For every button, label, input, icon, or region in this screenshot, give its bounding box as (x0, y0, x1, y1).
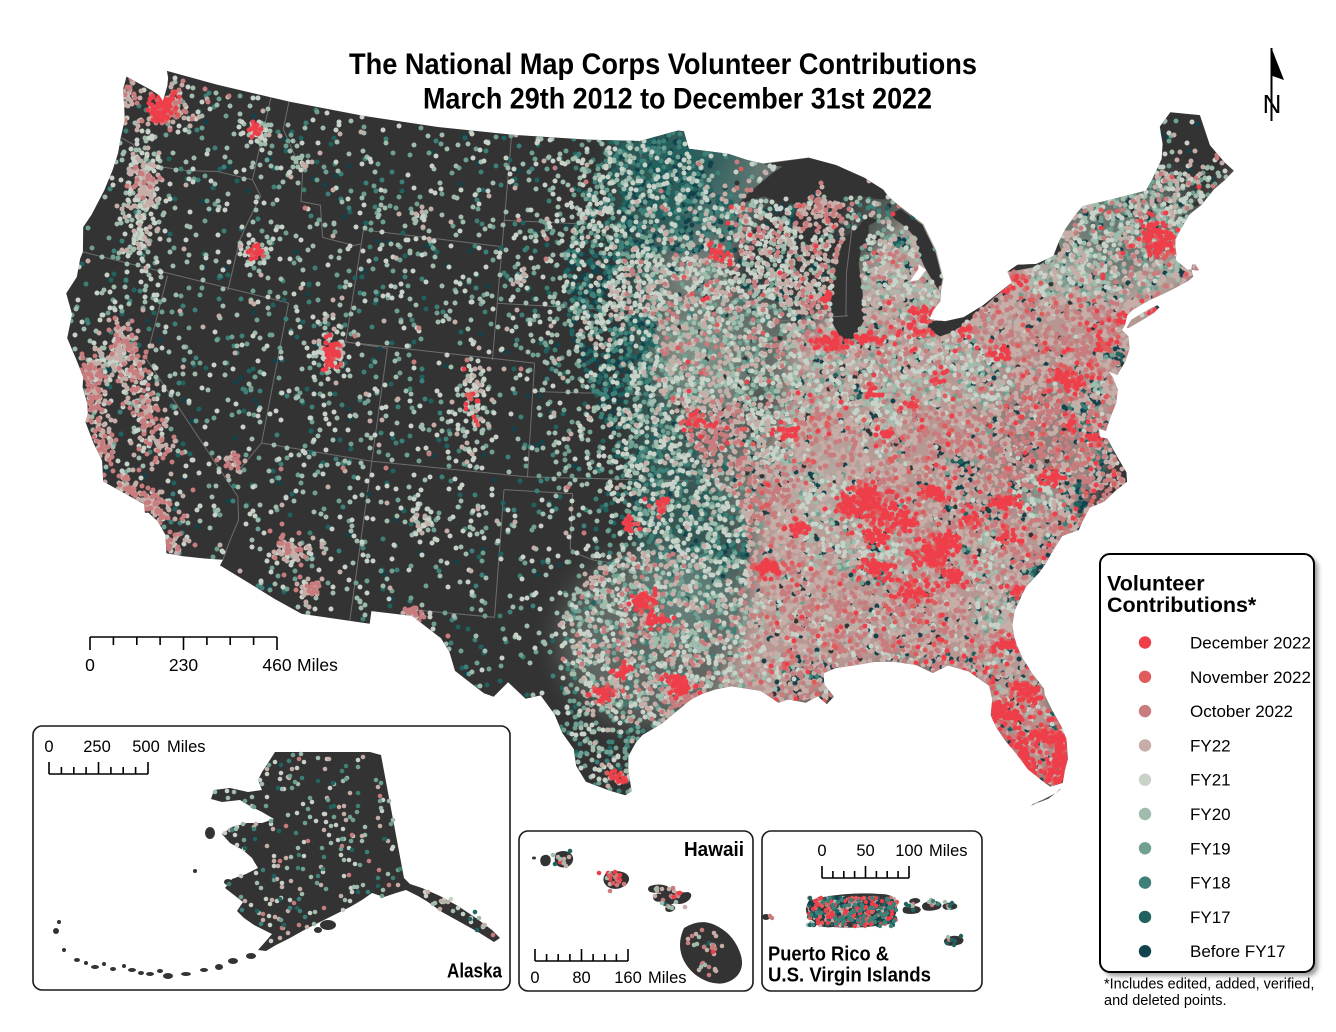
svg-text:Hawaii: Hawaii (684, 839, 744, 861)
svg-text:Volunteer: Volunteer (1107, 572, 1205, 596)
svg-text:Before FY17: Before FY17 (1190, 942, 1285, 961)
svg-text:230: 230 (169, 655, 198, 675)
svg-text:*Includes edited, added, verif: *Includes edited, added, verified, (1104, 977, 1314, 993)
svg-text:Miles: Miles (648, 969, 687, 987)
svg-text:80: 80 (572, 969, 590, 987)
svg-text:N: N (1263, 89, 1282, 119)
svg-text:October 2022: October 2022 (1190, 702, 1293, 721)
svg-text:460: 460 (262, 655, 291, 675)
svg-text:500: 500 (132, 738, 160, 756)
svg-text:Contributions*: Contributions* (1107, 593, 1257, 617)
svg-text:0: 0 (44, 738, 53, 756)
svg-text:FY17: FY17 (1190, 908, 1231, 927)
svg-text:Miles: Miles (297, 655, 338, 675)
svg-text:0: 0 (530, 969, 539, 987)
svg-text:FY19: FY19 (1190, 839, 1231, 858)
svg-text:50: 50 (856, 842, 874, 860)
svg-text:160: 160 (614, 969, 642, 987)
svg-text:FY18: FY18 (1190, 874, 1231, 893)
svg-text:and deleted points.: and deleted points. (1104, 993, 1227, 1009)
svg-text:100: 100 (895, 842, 923, 860)
svg-text:December 2022: December 2022 (1190, 634, 1311, 653)
svg-text:Miles: Miles (929, 842, 968, 860)
svg-text:Alaska: Alaska (447, 961, 503, 983)
svg-text:U.S. Virgin Islands: U.S. Virgin Islands (768, 964, 931, 986)
svg-text:November 2022: November 2022 (1190, 668, 1311, 687)
svg-text:The National Map Corps Volunte: The National Map Corps Volunteer Contrib… (349, 48, 977, 81)
svg-text:Miles: Miles (167, 738, 206, 756)
svg-text:FY22: FY22 (1190, 736, 1231, 755)
svg-text:Puerto Rico &: Puerto Rico & (768, 943, 889, 965)
svg-text:FY20: FY20 (1190, 805, 1231, 824)
svg-text:250: 250 (83, 738, 111, 756)
svg-text:0: 0 (817, 842, 826, 860)
svg-text:March 29th 2012 to December 31: March 29th 2012 to December 31st 2022 (423, 83, 932, 116)
svg-text:FY21: FY21 (1190, 771, 1231, 790)
svg-text:0: 0 (85, 655, 95, 675)
